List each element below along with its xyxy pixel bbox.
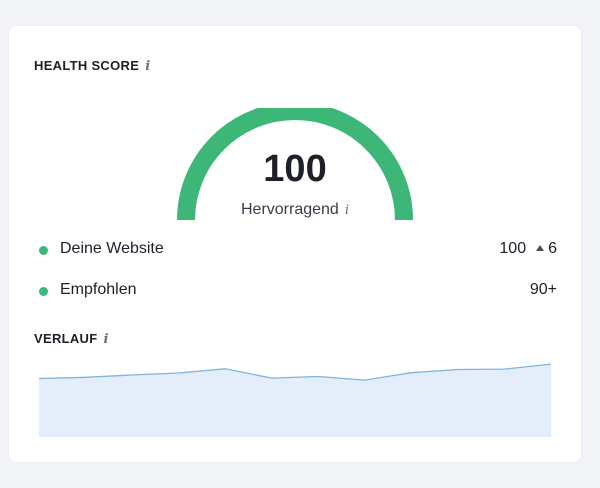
history-title: VERLAUF [34, 331, 98, 346]
gauge-fill [177, 108, 413, 220]
legend-dot [39, 287, 48, 296]
legend-value-your-website: 100 6 [499, 240, 557, 258]
health-score-info-icon[interactable]: i [145, 59, 151, 74]
health-score-gauge [177, 108, 413, 220]
legend-label-your-website: Deine Website [60, 240, 164, 257]
legend-row-recommended: Empfohlen 90+ [39, 281, 557, 303]
health-score-rating-label: Hervorragend [241, 201, 339, 218]
history-info-icon[interactable]: i [103, 332, 109, 347]
rating-info-icon[interactable]: i [344, 203, 349, 218]
trend-area [39, 364, 551, 437]
your-website-delta: 6 [548, 240, 557, 257]
health-score-card: HEALTH SCORE i 100 Hervorragend i Deine We… [9, 26, 581, 462]
legend-row-your-website: Deine Website 100 6 [39, 240, 557, 262]
health-score-title: HEALTH SCORE [34, 58, 140, 73]
history-trend-chart [39, 363, 551, 437]
legend-value-recommended: 90+ [529, 281, 557, 298]
legend-dot [39, 246, 48, 255]
triangle-up-icon [536, 244, 545, 251]
your-website-score: 100 [499, 240, 527, 257]
health-score-rating: Hervorragend i [9, 201, 581, 219]
trend-line [39, 363, 551, 381]
health-score-heading: HEALTH SCORE i [34, 58, 150, 74]
legend-label-recommended: Empfohlen [60, 281, 137, 298]
health-score-value: 100 [263, 148, 327, 190]
history-heading: VERLAUF i [34, 331, 109, 347]
